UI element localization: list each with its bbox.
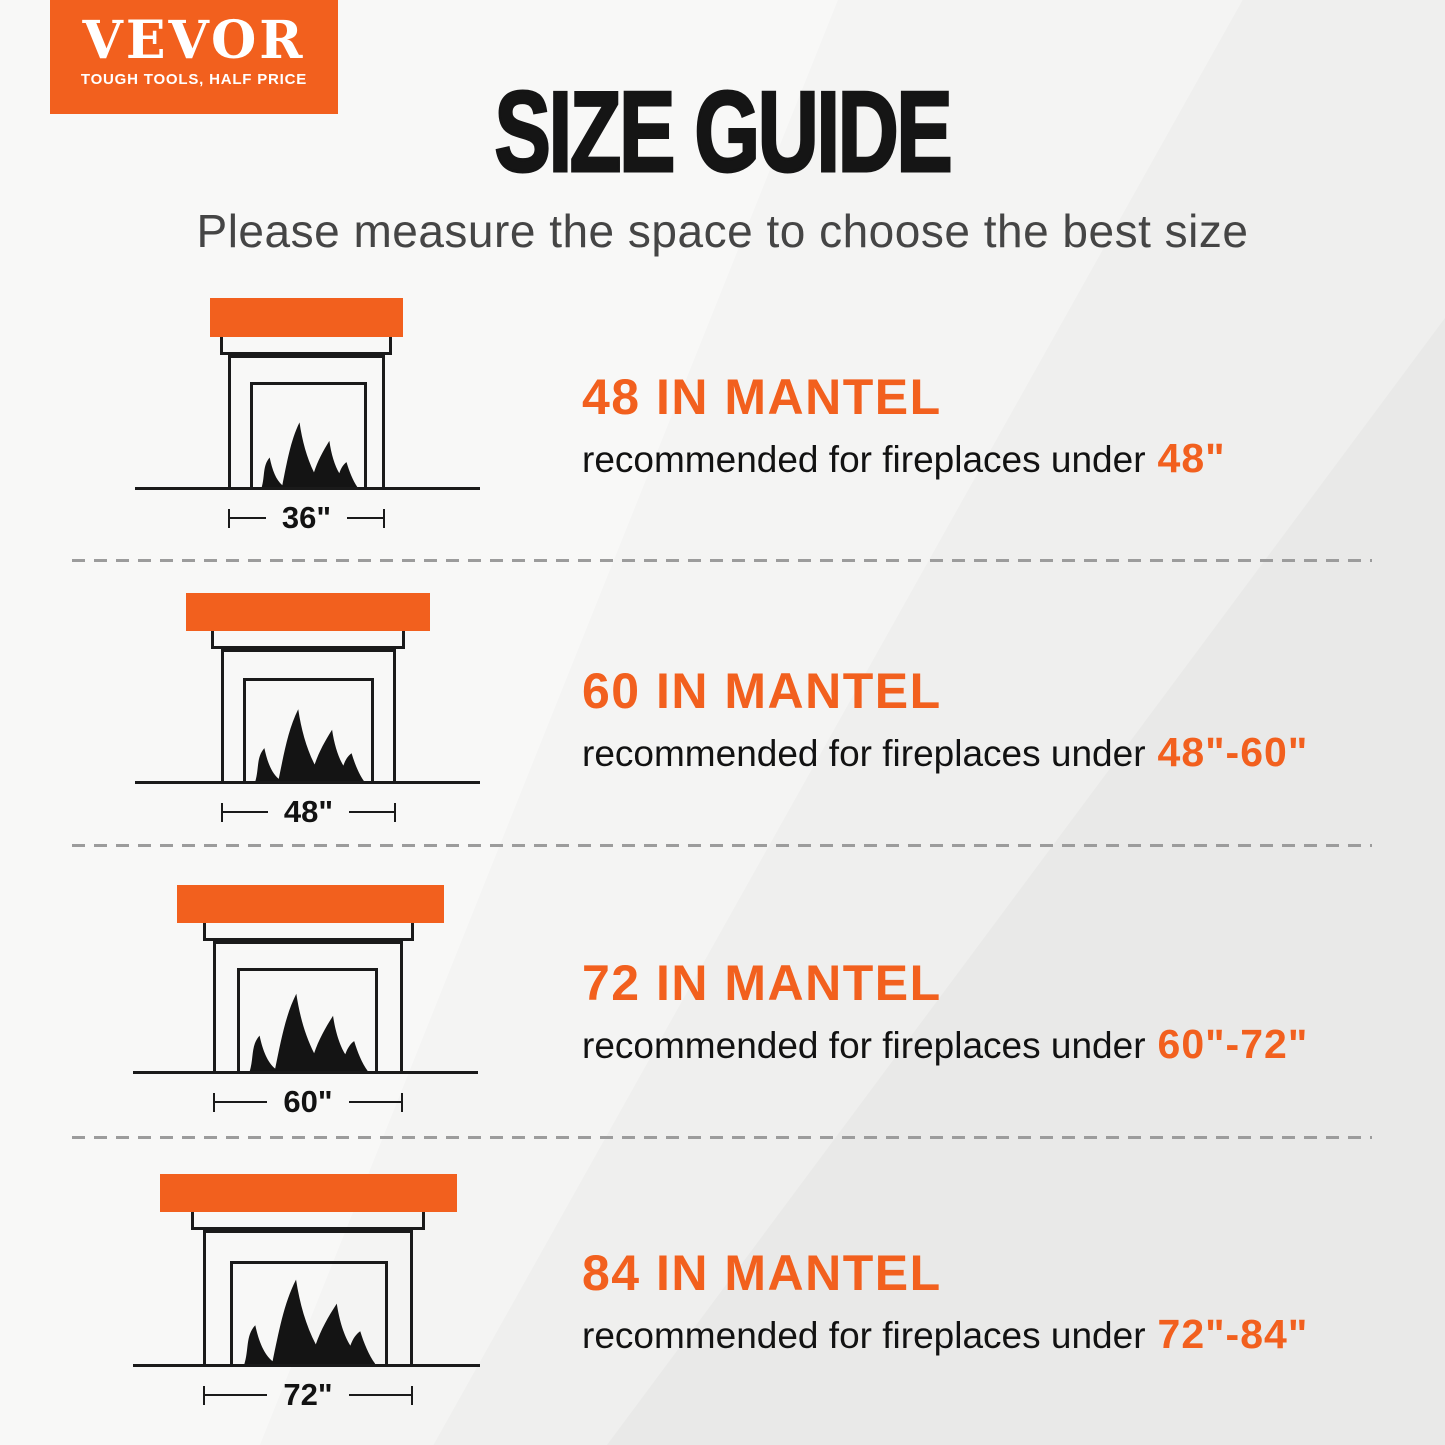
row-size-range: 72"-84"	[1157, 1311, 1309, 1357]
floor-line	[135, 781, 480, 784]
row-description: recommended for fireplaces under 60"-72"	[582, 1021, 1308, 1068]
brand-tagline: TOUGH TOOLS, HALF PRICE	[80, 71, 308, 88]
dimension-line	[349, 811, 394, 813]
dimension-tick	[383, 508, 385, 528]
brand-name: VEVOR	[82, 10, 306, 71]
firebox-shape	[250, 382, 367, 489]
row-size-range: 48"	[1157, 435, 1226, 481]
dashed-separator	[72, 559, 1372, 562]
row-description: recommended for fireplaces under 48"-60"	[582, 729, 1308, 776]
row-description-text: recommended for fireplaces under	[582, 439, 1146, 480]
floor-line	[133, 1071, 478, 1074]
size-row-text-84: 84 IN MANTEL recommended for fireplaces …	[582, 1248, 1308, 1358]
dimension-tick	[394, 802, 396, 822]
page-subtitle: Please measure the space to choose the b…	[196, 205, 1249, 257]
fireplace-diagram-72: 60"	[133, 885, 478, 1125]
dimension-line	[348, 1394, 411, 1396]
firebox-shape	[237, 968, 378, 1073]
mantel-shelf-shape	[160, 1174, 457, 1212]
row-heading: 48 IN MANTEL	[582, 369, 942, 425]
width-label: 48"	[283, 794, 334, 829]
row-heading: 84 IN MANTEL	[582, 1245, 942, 1301]
row-description-text: recommended for fireplaces under	[582, 1025, 1146, 1066]
dimension-line	[223, 811, 268, 813]
row-size-range: 60"-72"	[1157, 1021, 1309, 1067]
row-heading: 72 IN MANTEL	[582, 955, 942, 1011]
size-row-text-48: 48 IN MANTEL recommended for fireplaces …	[582, 372, 1226, 482]
width-dimension: 36"	[228, 500, 385, 536]
width-dimension: 72"	[203, 1377, 413, 1413]
dimension-tick	[411, 1385, 413, 1405]
row-description: recommended for fireplaces under 48"	[582, 435, 1226, 482]
dashed-separator	[72, 844, 1372, 847]
page-title: SIZE GUIDE	[493, 69, 953, 196]
mantel-body-shape	[213, 941, 403, 1073]
floor-line	[133, 1364, 480, 1367]
dimension-line	[230, 517, 266, 519]
dashed-separator	[72, 1136, 1372, 1139]
firebox-shape	[230, 1261, 388, 1366]
flame-icon	[254, 709, 364, 782]
dimension-tick	[401, 1092, 403, 1112]
row-description: recommended for fireplaces under 72"-84"	[582, 1311, 1308, 1358]
floor-line	[135, 487, 480, 490]
mantel-body-shape	[228, 355, 385, 489]
flame-icon	[249, 993, 368, 1072]
width-label: 36"	[281, 500, 332, 535]
dimension-line	[347, 517, 383, 519]
mantel-body-shape	[221, 649, 396, 783]
firebox-shape	[243, 678, 374, 783]
fireplace-diagram-60: 48"	[135, 593, 480, 833]
dimension-line	[348, 1101, 401, 1103]
row-description-text: recommended for fireplaces under	[582, 733, 1146, 774]
dimension-line	[205, 1394, 268, 1396]
mantel-body-shape	[203, 1230, 413, 1366]
size-row-text-60: 60 IN MANTEL recommended for fireplaces …	[582, 666, 1308, 776]
flame-icon	[261, 422, 357, 489]
width-label: 72"	[283, 1377, 333, 1412]
width-dimension: 60"	[213, 1084, 403, 1120]
flame-icon	[244, 1279, 376, 1365]
row-heading: 60 IN MANTEL	[582, 663, 942, 719]
width-label: 60"	[283, 1084, 333, 1119]
row-description-text: recommended for fireplaces under	[582, 1315, 1146, 1356]
vevor-logo: VEVOR TOUGH TOOLS, HALF PRICE	[50, 0, 338, 114]
size-row-text-72: 72 IN MANTEL recommended for fireplaces …	[582, 958, 1308, 1068]
mantel-shelf-shape	[210, 298, 403, 337]
fireplace-diagram-48: 36"	[135, 298, 480, 536]
row-size-range: 48"-60"	[1157, 729, 1309, 775]
width-dimension: 48"	[221, 794, 396, 830]
fireplace-diagram-84: 72"	[133, 1174, 480, 1419]
mantel-shelf-shape	[186, 593, 430, 631]
dimension-line	[215, 1101, 268, 1103]
mantel-shelf-shape	[177, 885, 444, 923]
